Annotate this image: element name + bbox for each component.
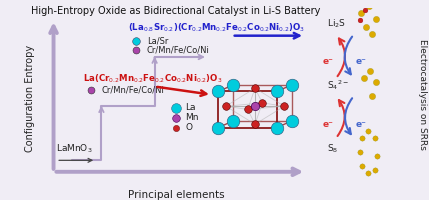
Text: La/Sr: La/Sr	[147, 36, 168, 45]
Text: (La$_{0.8}$Sr$_{0.2}$)(Cr$_{0.2}$Mn$_{0.2}$Fe$_{0.2}$Co$_{0.2}$Ni$_{0.2}$)O$_3$: (La$_{0.8}$Sr$_{0.2}$)(Cr$_{0.2}$Mn$_{0.…	[128, 21, 305, 34]
Text: Li$_2$S: Li$_2$S	[327, 18, 346, 30]
Text: Cr/Mn/Fe/Co/Ni: Cr/Mn/Fe/Co/Ni	[147, 46, 209, 55]
Text: Cr/Mn/Fe/Co/Ni: Cr/Mn/Fe/Co/Ni	[101, 85, 164, 94]
Text: e⁻: e⁻	[323, 120, 333, 129]
Text: e⁻: e⁻	[323, 57, 333, 66]
Text: S$_8$: S$_8$	[327, 143, 338, 155]
Text: O: O	[185, 123, 192, 132]
Text: La(Cr$_{0.2}$Mn$_{0.2}$Fe$_{0.2}$Co$_{0.2}$Ni$_{0.2}$)O$_3$: La(Cr$_{0.2}$Mn$_{0.2}$Fe$_{0.2}$Co$_{0.…	[83, 72, 222, 85]
Text: Mn: Mn	[185, 113, 199, 122]
Text: La: La	[185, 103, 196, 112]
Text: e⁻: e⁻	[356, 120, 366, 129]
Text: High-Entropy Oxide as Bidirectional Catalyst in Li-S Battery: High-Entropy Oxide as Bidirectional Cata…	[31, 6, 320, 16]
Text: Electrocatalysis on SRRs: Electrocatalysis on SRRs	[418, 39, 427, 149]
Text: LaMnO$_3$: LaMnO$_3$	[56, 143, 93, 155]
Text: e⁻: e⁻	[356, 57, 366, 66]
Text: S$_4$$^{2-}$: S$_4$$^{2-}$	[327, 78, 349, 92]
Text: Configuration Entropy: Configuration Entropy	[24, 44, 35, 152]
Text: Principal elements: Principal elements	[127, 190, 224, 200]
